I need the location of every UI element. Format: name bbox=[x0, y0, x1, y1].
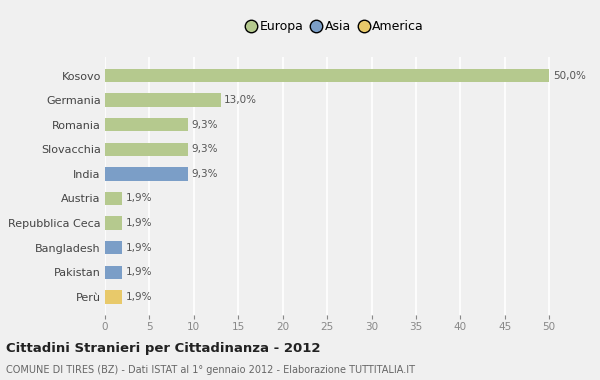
Text: 1,9%: 1,9% bbox=[125, 243, 152, 253]
Bar bbox=[105, 118, 188, 131]
Bar bbox=[105, 216, 122, 230]
Bar bbox=[105, 266, 122, 279]
Text: Cittadini Stranieri per Cittadinanza - 2012: Cittadini Stranieri per Cittadinanza - 2… bbox=[6, 342, 320, 355]
Bar bbox=[105, 93, 221, 107]
Text: 1,9%: 1,9% bbox=[125, 292, 152, 302]
Text: 1,9%: 1,9% bbox=[125, 193, 152, 204]
Text: 13,0%: 13,0% bbox=[224, 95, 257, 105]
Text: 9,3%: 9,3% bbox=[191, 120, 218, 130]
Bar bbox=[105, 192, 122, 205]
Bar bbox=[105, 142, 188, 156]
Bar bbox=[105, 241, 122, 255]
Text: 9,3%: 9,3% bbox=[191, 144, 218, 154]
Text: COMUNE DI TIRES (BZ) - Dati ISTAT al 1° gennaio 2012 - Elaborazione TUTTITALIA.I: COMUNE DI TIRES (BZ) - Dati ISTAT al 1° … bbox=[6, 365, 415, 375]
Text: 1,9%: 1,9% bbox=[125, 267, 152, 277]
Text: 9,3%: 9,3% bbox=[191, 169, 218, 179]
Bar bbox=[105, 167, 188, 180]
Text: 1,9%: 1,9% bbox=[125, 218, 152, 228]
Bar bbox=[105, 290, 122, 304]
Bar bbox=[105, 69, 549, 82]
Legend: Europa, Asia, America: Europa, Asia, America bbox=[244, 17, 428, 37]
Text: 50,0%: 50,0% bbox=[553, 71, 586, 81]
